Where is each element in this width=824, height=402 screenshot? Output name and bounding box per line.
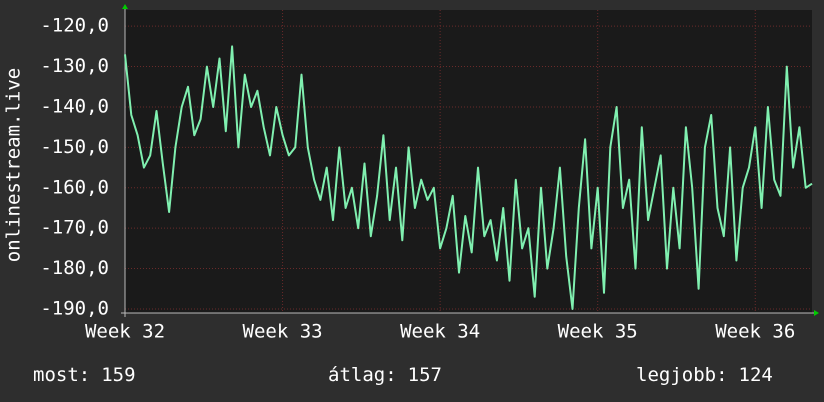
y-tick-label: -150,0 bbox=[40, 136, 109, 158]
footer-value: 157 bbox=[408, 364, 442, 386]
x-tick-label: Week 34 bbox=[400, 321, 480, 343]
plot-area bbox=[125, 10, 812, 313]
x-tick-label: Week 33 bbox=[243, 321, 323, 343]
y-arrow bbox=[122, 4, 128, 9]
y-tick-label: -140,0 bbox=[40, 95, 109, 117]
footer-value: 159 bbox=[101, 364, 135, 386]
footer-stat: most: 159 bbox=[33, 364, 136, 386]
footer-value: 124 bbox=[739, 364, 773, 386]
y-axis-label: onlinestream.live bbox=[3, 68, 25, 262]
y-tick-label: -160,0 bbox=[40, 176, 109, 198]
x-tick-label: Week 35 bbox=[558, 321, 638, 343]
footer-label: legjobb: bbox=[636, 364, 728, 386]
data-line bbox=[124, 45, 813, 310]
footer-label: most: bbox=[33, 364, 90, 386]
y-tick-label: -180,0 bbox=[40, 257, 109, 279]
y-tick-label: -170,0 bbox=[40, 217, 109, 239]
y-tick-label: -190,0 bbox=[40, 297, 109, 319]
footer-stat: legjobb: 124 bbox=[636, 364, 773, 386]
footer-label: átlag: bbox=[328, 364, 397, 386]
y-tick-label: -120,0 bbox=[40, 15, 109, 37]
x-tick-label: Week 36 bbox=[715, 321, 795, 343]
y-tick-label: -130,0 bbox=[40, 55, 109, 77]
x-arrow bbox=[814, 310, 819, 316]
footer-stat: átlag: 157 bbox=[328, 364, 442, 386]
x-tick-label: Week 32 bbox=[85, 321, 165, 343]
